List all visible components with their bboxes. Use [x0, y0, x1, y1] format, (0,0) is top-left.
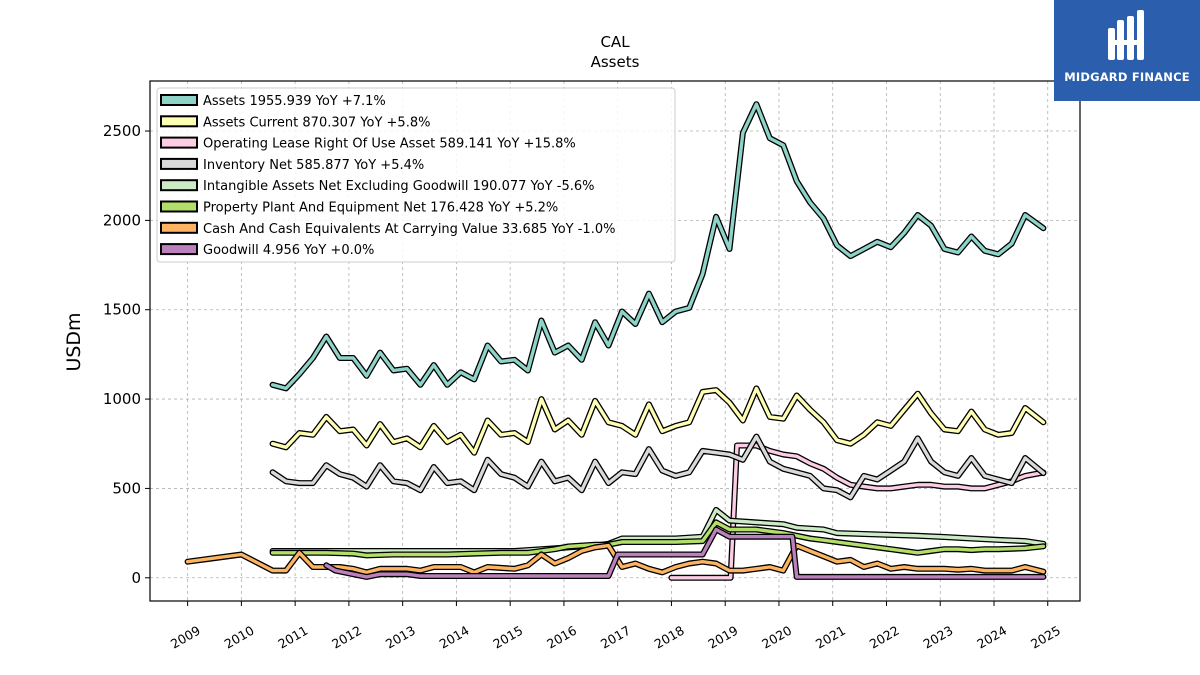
legend-label-1: Assets Current 870.307 YoY +5.8% — [203, 115, 430, 130]
y-tick-label: 1000 — [103, 390, 141, 408]
x-tick-label: 2014 — [437, 623, 472, 652]
plot-frame — [149, 80, 1081, 602]
legend-swatch-0 — [160, 94, 198, 106]
x-tick-label: 2020 — [759, 623, 794, 652]
legend-swatch-6 — [160, 221, 198, 234]
legend-swatch-5 — [160, 200, 198, 213]
series-line-4 — [270, 508, 1046, 553]
x-tick-label: 2018 — [652, 623, 687, 652]
x-tick-label: 2016 — [544, 623, 579, 652]
x-tick-label: 2025 — [1028, 623, 1063, 652]
series-line-1 — [270, 386, 1046, 455]
x-tick-label: 2023 — [920, 623, 955, 652]
x-tick-label: 2012 — [329, 623, 364, 652]
axis-ticks: 0 500 1000 1500 2000 2500 2009 2010 2011 2012 2013… — [103, 122, 1063, 652]
legend-label-5: Property Plant And Equipment Net 176.428… — [203, 201, 558, 216]
x-tick-label: 2022 — [867, 623, 902, 652]
x-tick-label: 2009 — [168, 623, 203, 652]
legend-box — [156, 87, 676, 263]
y-tick-label: 1500 — [103, 301, 141, 319]
midgard-logo-icon — [1108, 10, 1144, 60]
legend-swatch-4 — [160, 179, 198, 192]
legend-label-0: Assets 1955.939 YoY +7.1% — [203, 94, 386, 109]
x-tick-label: 2017 — [598, 623, 633, 652]
x-tick-label: 2021 — [813, 623, 848, 652]
y-tick-label: 2500 — [103, 122, 141, 140]
chart-title: CAL — [600, 33, 630, 51]
legend-swatch-2 — [160, 136, 198, 149]
legend-label-3: Inventory Net 585.877 YoY +5.4% — [203, 158, 424, 173]
y-tick-label: 0 — [131, 569, 141, 587]
legend-label-4: Intangible Assets Net Excluding Goodwill… — [203, 179, 594, 194]
legend-swatch-1 — [160, 115, 198, 128]
legend-label-2: Operating Lease Right Of Use Asset 589.1… — [203, 137, 576, 152]
series-line-7 — [324, 527, 1046, 579]
x-tick-label: 2010 — [222, 623, 257, 652]
series-line-0 — [270, 102, 1046, 391]
series-outline-3 — [269, 433, 1047, 501]
legend-swatch-3 — [160, 157, 198, 170]
logo-text: MIDGARD FINANCE — [1064, 70, 1190, 84]
series-outline-2 — [668, 442, 1047, 581]
legend-swatch-7 — [160, 243, 198, 256]
x-tick-label: 2011 — [275, 623, 310, 652]
midgard-logo: MIDGARD FINANCE — [1054, 0, 1200, 101]
chart-subtitle: Assets — [591, 53, 640, 71]
legend-label-6: Cash And Cash Equivalents At Carrying Va… — [203, 222, 615, 237]
series-line-5 — [270, 520, 1046, 558]
y-axis-label: USDm — [63, 312, 85, 371]
x-tick-label: 2019 — [705, 623, 740, 652]
series-line-2 — [669, 443, 1046, 580]
legend: Assets 1955.939 YoY +7.1% Assets Current … — [156, 87, 676, 263]
x-tick-label: 2013 — [383, 623, 418, 652]
series-line-6 — [185, 543, 1046, 575]
series-line-3 — [270, 434, 1046, 500]
series-layer — [184, 101, 1047, 581]
y-tick-label: 2000 — [103, 211, 141, 229]
legend-label-7: Goodwill 4.956 YoY +0.0% — [203, 243, 374, 258]
y-tick-label: 500 — [112, 479, 141, 497]
x-tick-label: 2024 — [974, 623, 1009, 652]
x-tick-label: 2015 — [490, 623, 525, 652]
